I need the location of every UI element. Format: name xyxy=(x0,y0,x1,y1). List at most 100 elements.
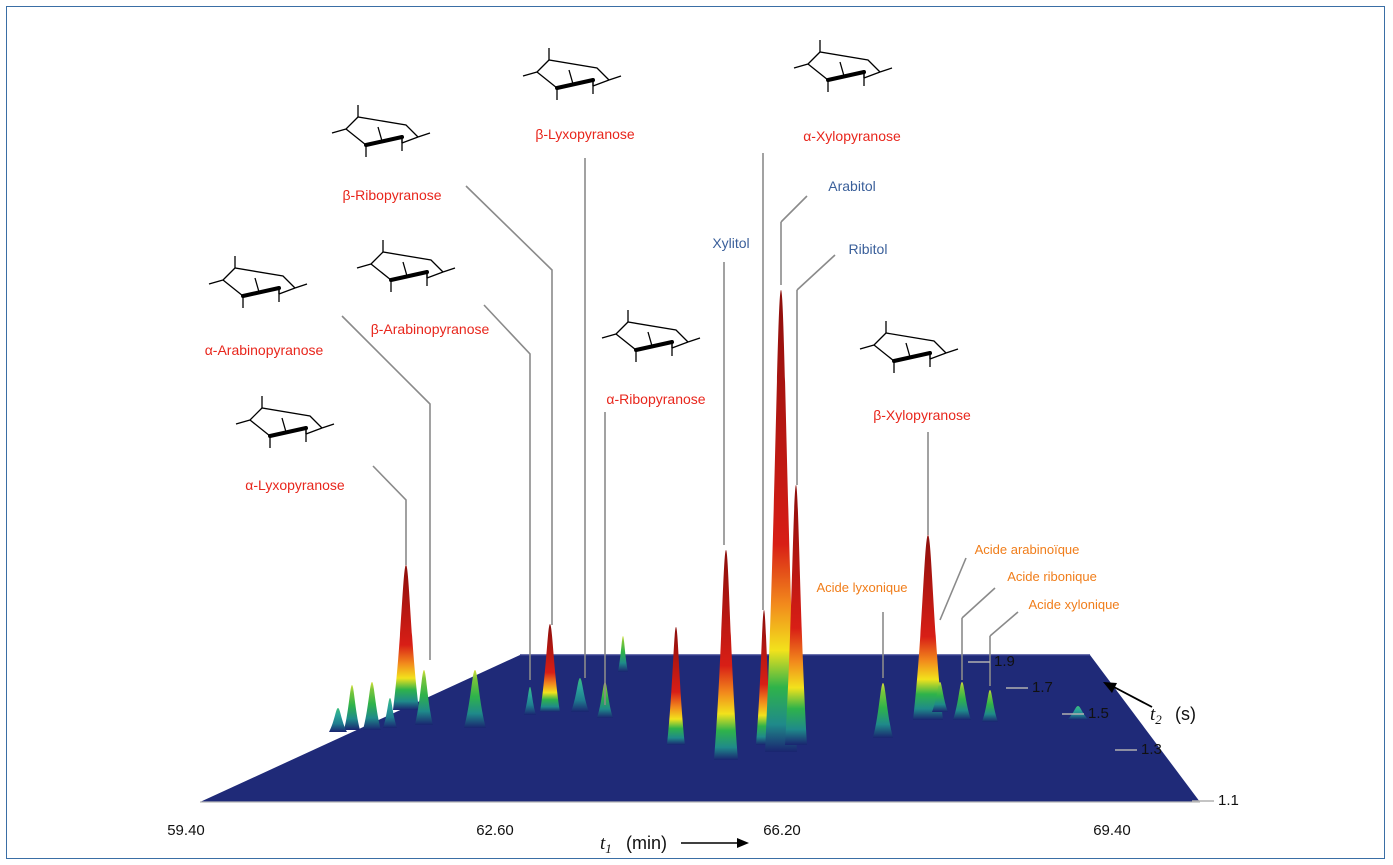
label-polyol: Xylitol xyxy=(712,235,749,251)
label-sugar: β-Lyxopyranose xyxy=(535,126,635,142)
surface-peak xyxy=(714,550,738,760)
surface-peak xyxy=(1067,706,1089,720)
ring-bond xyxy=(249,419,271,437)
chair-structure-5 xyxy=(793,40,893,92)
ring-bond xyxy=(345,128,367,146)
surface-peak xyxy=(415,670,433,725)
y-tick-label: 1.1 xyxy=(1218,792,1239,809)
leader-line xyxy=(939,557,967,621)
x-tick-label: 69.40 xyxy=(1093,822,1131,839)
ring-bond xyxy=(305,427,323,435)
x-axis-unit: (min) xyxy=(626,833,667,853)
peak-layer xyxy=(329,290,1089,760)
y-tick-label: 1.7 xyxy=(1032,679,1053,696)
substituent-bond xyxy=(321,423,335,429)
compound-labels: α-Lyxopyranose α-Arabinopyranose β-Arabino… xyxy=(205,126,1120,612)
surface-peak xyxy=(873,683,893,738)
leader-line xyxy=(961,587,996,619)
ring-bond-bold xyxy=(364,135,404,147)
surface-peak xyxy=(524,687,536,715)
surface-peak xyxy=(953,682,971,720)
chair-structure-8 xyxy=(235,396,335,448)
y-tick-label: 1.9 xyxy=(994,653,1015,670)
substituent-bond xyxy=(601,333,617,339)
ring-bond xyxy=(345,116,419,138)
label-acid: Acide lyxonique xyxy=(816,580,907,595)
structures-layer xyxy=(208,40,959,448)
ring-bond xyxy=(536,59,610,81)
ring-bond xyxy=(401,136,419,144)
substituent-bond xyxy=(402,261,408,277)
leader-line xyxy=(483,304,531,680)
substituent-bond xyxy=(568,69,574,85)
ring-bond xyxy=(863,71,881,79)
surface-peak xyxy=(667,627,685,745)
ring-bond xyxy=(615,333,637,351)
ring-bond-bold xyxy=(634,340,674,352)
axes-layer: 59.40 62.60 66.20 69.40 t1 (min) 1.1 1.3 1.5 1.7 1… xyxy=(167,653,1239,856)
substituent-bond xyxy=(377,126,383,142)
ring-bond-bold xyxy=(389,270,429,282)
label-sugar: α-Ribopyranose xyxy=(606,391,705,407)
substituent-bond xyxy=(793,63,809,69)
ring-bond xyxy=(370,263,392,281)
substituent-bond xyxy=(608,75,622,81)
surface-plane-shape xyxy=(200,655,1200,802)
leader-line xyxy=(465,185,553,625)
surface-peak xyxy=(932,682,948,712)
y-axis-title: t2 xyxy=(1150,704,1162,727)
leader-line xyxy=(796,254,836,291)
y-tick-label: 1.3 xyxy=(1141,741,1162,758)
substituent-bond xyxy=(254,277,260,293)
substituent-bond xyxy=(687,337,701,343)
ring-bond xyxy=(249,407,323,429)
label-polyol: Ribitol xyxy=(849,241,888,257)
substituent-bond xyxy=(356,263,372,269)
substituent-bond xyxy=(945,348,959,354)
surface-peak xyxy=(329,708,347,732)
x-axis-subscript: 1 xyxy=(605,841,612,856)
surface-peak xyxy=(383,698,397,728)
chair-structure-7 xyxy=(859,321,959,373)
substituent-bond xyxy=(879,67,893,73)
label-sugar: α-Xylopyranose xyxy=(803,128,901,144)
x-tick-label: 66.20 xyxy=(763,822,801,839)
ring-bond xyxy=(671,341,689,349)
ring-bond xyxy=(615,321,689,343)
ring-bond xyxy=(370,251,444,273)
surface-peak xyxy=(785,485,807,745)
x-axis-title: t1 xyxy=(600,833,612,856)
ring-bond xyxy=(807,51,881,73)
leader-line xyxy=(989,611,1019,637)
y-arrow-head xyxy=(1103,682,1117,693)
x-tick-label: 59.40 xyxy=(167,822,205,839)
surface-peak xyxy=(913,535,943,720)
x-tick-label: 62.60 xyxy=(476,822,514,839)
surface-peak xyxy=(618,636,628,672)
substituent-bond xyxy=(647,331,653,347)
y-arrow-shaft xyxy=(1111,685,1153,708)
ring-bond xyxy=(592,79,610,87)
surface-peak xyxy=(464,670,486,728)
y-tick-label: 1.5 xyxy=(1088,705,1109,722)
ring-bond-bold xyxy=(555,78,595,90)
surface-peak xyxy=(363,682,381,730)
surface-plane xyxy=(200,654,1200,802)
surface-peak xyxy=(571,678,589,712)
x-arrow-head xyxy=(737,838,749,848)
surface-peak xyxy=(344,685,360,730)
surface-peak xyxy=(765,290,797,752)
figure-frame xyxy=(6,6,1385,859)
substituent-bond xyxy=(839,61,845,77)
ring-bond-bold xyxy=(241,286,281,298)
leader-line xyxy=(780,195,808,223)
leader-line xyxy=(341,315,431,660)
label-sugar: β-Ribopyranose xyxy=(342,187,441,203)
chair-structure-3 xyxy=(331,105,431,157)
label-polyol: Arabitol xyxy=(828,178,875,194)
substituent-bond xyxy=(442,267,456,273)
surface-peak xyxy=(540,624,560,712)
label-sugar: β-Xylopyranose xyxy=(873,407,971,423)
chair-structure-1 xyxy=(208,256,308,308)
